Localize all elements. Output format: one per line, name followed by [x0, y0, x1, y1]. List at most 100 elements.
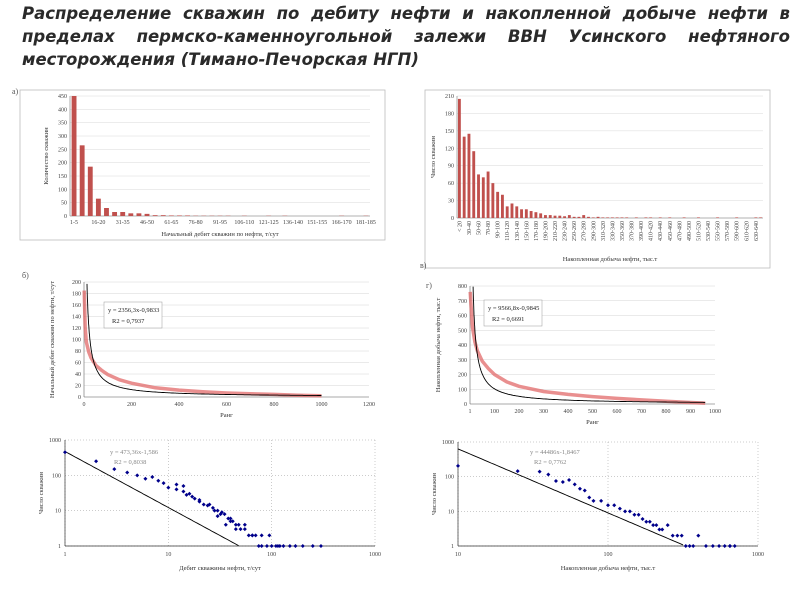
chart-e-x-axis-title: Дебит скважины нефти, т/сут	[179, 565, 261, 572]
chart-e-data-point	[246, 533, 251, 538]
chart-b-bar	[572, 216, 576, 218]
chart-b-bar	[477, 174, 480, 218]
chart-d-r2: R2 = 0,6691	[492, 316, 524, 323]
chart-c-y-tick-label: 160	[72, 303, 81, 309]
chart-b-bar	[472, 151, 476, 218]
chart-b-x-tick-label: 210-220	[553, 221, 559, 241]
chart-d-x-tick-label: 900	[686, 409, 695, 415]
chart-f-data-point	[572, 482, 577, 487]
chart-a-bar	[160, 215, 166, 216]
chart-a-x-tick-label: 121-125	[259, 220, 279, 226]
chart-b-bar	[500, 194, 504, 218]
chart-f-x-tick-label: 1000	[752, 552, 764, 558]
chart-b-x-tick-label: 610-620	[744, 221, 750, 241]
chart-a-bar	[120, 212, 126, 216]
chart-f-y-tick-label: 1000	[442, 440, 454, 446]
chart-a-bar	[95, 198, 101, 216]
chart-f-r2: R2 = 0,7762	[534, 459, 566, 466]
chart-a-x-tick-label: 16-20	[91, 220, 105, 226]
chart-b-bar	[596, 216, 600, 218]
chart-f-data-point	[606, 503, 610, 508]
chart-f-data-point	[636, 512, 641, 517]
chart-f-data-point	[623, 509, 628, 514]
chart-e-data-point	[143, 476, 148, 481]
chart-e-data-point	[135, 473, 140, 478]
chart-e-data-point	[275, 544, 280, 548]
chart-b-bar	[481, 177, 485, 218]
chart-b-bar	[620, 217, 624, 218]
chart-f-x-tick-label: 10	[455, 552, 461, 558]
chart-e-y-tick-label: 1000	[49, 438, 61, 444]
chart-b-x-tick-label: 230-240	[563, 221, 569, 241]
chart-e-data-point	[161, 481, 166, 486]
chart-f-data-point	[651, 523, 656, 528]
chart-e-data-point	[197, 498, 202, 503]
chart-a-y-tick-label: 300	[58, 134, 67, 140]
chart-e-data-point	[156, 478, 161, 483]
chart-b-bar	[644, 217, 648, 218]
chart-c-x-tick-label: 400	[175, 402, 184, 408]
chart-b-bar	[591, 217, 595, 218]
chart-f-data-point	[722, 544, 727, 548]
chart-f-data-point	[632, 512, 637, 517]
chart-b-bar	[587, 216, 590, 218]
chart-b-bar	[563, 216, 567, 218]
chart-d-y-tick-label: 800	[458, 284, 467, 290]
chart-b-bar	[716, 217, 720, 218]
chart-b-bar	[754, 217, 758, 218]
chart-e-data-point	[267, 533, 272, 538]
chart-d-x-tick-label: 800	[662, 409, 671, 415]
chart-e-y-tick-label: 100	[52, 473, 61, 479]
chart-a-y-tick-label: 350	[58, 121, 67, 127]
chart-f-data-point	[567, 478, 572, 483]
chart-a-letter: а)	[12, 87, 19, 96]
chart-c-y-tick-label: 180	[72, 292, 81, 298]
chart-panel-f: 1 10 100 1000 10 100 1000 y = 44486x-1,8467 R2 =…	[428, 436, 773, 574]
chart-f-data-point	[654, 523, 659, 528]
chart-a-svg: а) 0 50 100 150 200 250 300 350 400 450 1-5 16-20 31…	[12, 87, 386, 241]
chart-d-x-tick-label: 1000	[709, 409, 721, 415]
chart-e-data-point	[264, 544, 269, 548]
chart-f-data-point	[612, 503, 617, 508]
chart-b-bar	[610, 217, 614, 218]
chart-f-data-point	[560, 480, 565, 485]
chart-d-equation: y = 9566,8x-0,9845	[488, 305, 539, 312]
chart-e-data-point	[125, 470, 130, 475]
chart-b-x-tick-label: 630-640	[754, 221, 760, 241]
chart-e-data-point	[238, 527, 243, 532]
chart-a-bar	[104, 208, 109, 216]
chart-e-data-point	[223, 522, 228, 527]
chart-b-bar	[524, 209, 528, 218]
chart-e-x-tick-label: 100	[267, 552, 276, 558]
chart-f-data-point	[640, 517, 645, 522]
chart-b-x-tick-label: 470-480	[677, 221, 683, 241]
chart-b-y-axis-title: Число скважин	[430, 135, 437, 178]
chart-f-data-point	[683, 544, 688, 548]
chart-a-y-tick-label: 250	[58, 147, 67, 153]
chart-c-x-tick-label: 800	[270, 402, 279, 408]
chart-b-bar	[634, 217, 638, 218]
chart-a-y-tick-label: 400	[58, 107, 67, 113]
chart-f-y-tick-label: 10	[448, 509, 454, 515]
chart-e-data-point	[228, 516, 233, 521]
chart-a-y-axis-title: Количество скважин	[43, 127, 50, 185]
chart-e-data-point	[318, 544, 323, 548]
chart-c-x-tick-label: 600	[222, 402, 231, 408]
chart-b-bar	[510, 203, 514, 218]
chart-a-x-tick-label: 61-65	[164, 220, 178, 226]
chart-f-data-point	[691, 544, 696, 548]
chart-a-x-tick-label: 31-35	[116, 220, 130, 226]
chart-e-data-point	[201, 502, 206, 507]
chart-b-bar	[505, 206, 509, 218]
chart-e-data-point	[210, 505, 215, 510]
chart-c-y-axis-title: Начальный дебит скважин по нефти, т/сут	[49, 281, 56, 398]
chart-b-x-tick-label: 270-280	[582, 221, 588, 241]
chart-b-x-axis-title: Накопленная добыча нефти, тыс.т	[563, 256, 658, 263]
chart-b-x-tick-label: 570-580	[725, 221, 731, 241]
chart-a-bar	[79, 145, 85, 216]
chart-e-equation: y = 473,36x-1,586	[110, 449, 159, 456]
chart-b-x-tick-label: 530-540	[706, 221, 712, 241]
chart-c-equation-box	[103, 301, 163, 329]
chart-d-svg: г) 0 100 200 300 400 500 600 700 800 1 100 200 300 40…	[426, 281, 721, 426]
chart-e-data-point	[250, 533, 255, 538]
